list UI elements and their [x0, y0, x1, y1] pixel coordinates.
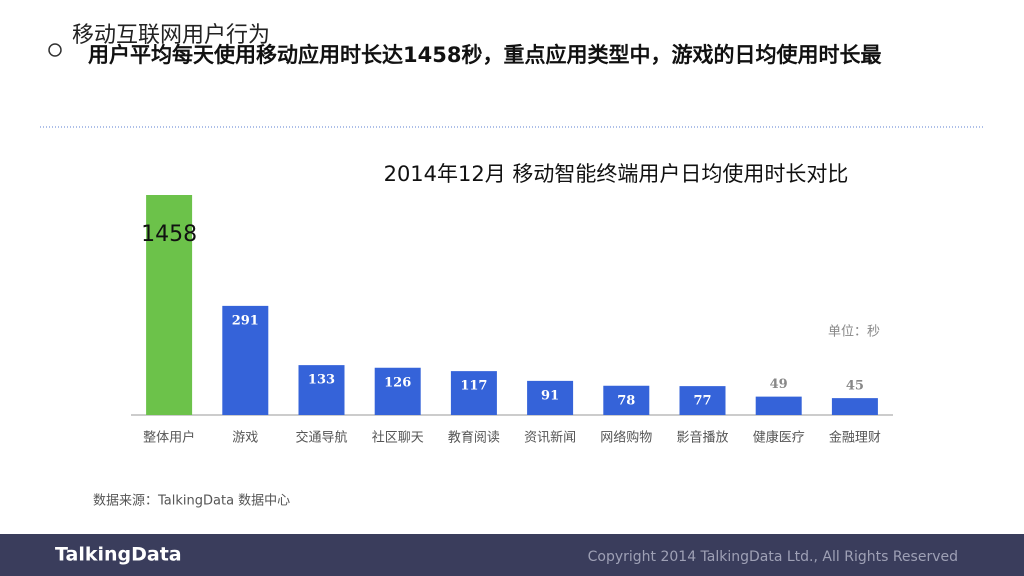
bar [679, 386, 726, 415]
value-label: 133 [308, 373, 335, 388]
bar [755, 396, 802, 415]
bar [527, 380, 574, 415]
x-tick-label: 健康医疗 [753, 430, 805, 446]
value-label: 45 [846, 379, 864, 394]
x-tick-label: 教育阅读 [448, 430, 500, 446]
x-tick-label: 整体用户 [143, 430, 195, 446]
value-label: 78 [617, 393, 635, 408]
bar [374, 367, 421, 415]
source: 数据来源：TalkingData 数据中心 [93, 494, 290, 509]
unit-note: 单位：秒 [828, 325, 880, 340]
x-tick-label: 社区聊天 [372, 430, 424, 446]
value-label: 126 [384, 375, 411, 390]
x-tick-label: 交通导航 [295, 430, 347, 446]
x-tick-label: 资讯新闻 [524, 430, 576, 446]
x-tick-label: 金融理财 [829, 430, 881, 446]
x-tick-label: 网络购物 [600, 430, 652, 446]
bars [146, 195, 878, 415]
value-label: 91 [541, 388, 559, 403]
bar [603, 385, 650, 415]
value-label: 117 [460, 379, 487, 394]
bar [450, 371, 497, 415]
bar [222, 305, 269, 415]
footer-bar [0, 534, 1024, 576]
value-label: 77 [693, 394, 711, 409]
slide-title: 移动互联网用户行为 [72, 23, 270, 48]
x-tick-label: 游戏 [232, 431, 258, 446]
bullet [48, 43, 62, 57]
bar [146, 195, 193, 415]
copyright: Copyright 2014 TalkingData Ltd., All Rig… [588, 549, 958, 565]
bar [831, 398, 878, 415]
slide-subtitle: 用户平均每天使用移动应用时长达1458秒，重点应用类型中，游戏的日均使用时长最 [88, 43, 882, 67]
x-tick-label: 影音播放 [676, 430, 728, 446]
value-label: 291 [232, 313, 259, 328]
bar [298, 365, 345, 415]
value-label: 1458 [141, 222, 197, 247]
value-label: 49 [770, 377, 788, 392]
chart-title: 2014年12月 移动智能终端用户日均使用时长对比 [384, 162, 849, 186]
footer-logo: TalkingData [55, 544, 182, 566]
